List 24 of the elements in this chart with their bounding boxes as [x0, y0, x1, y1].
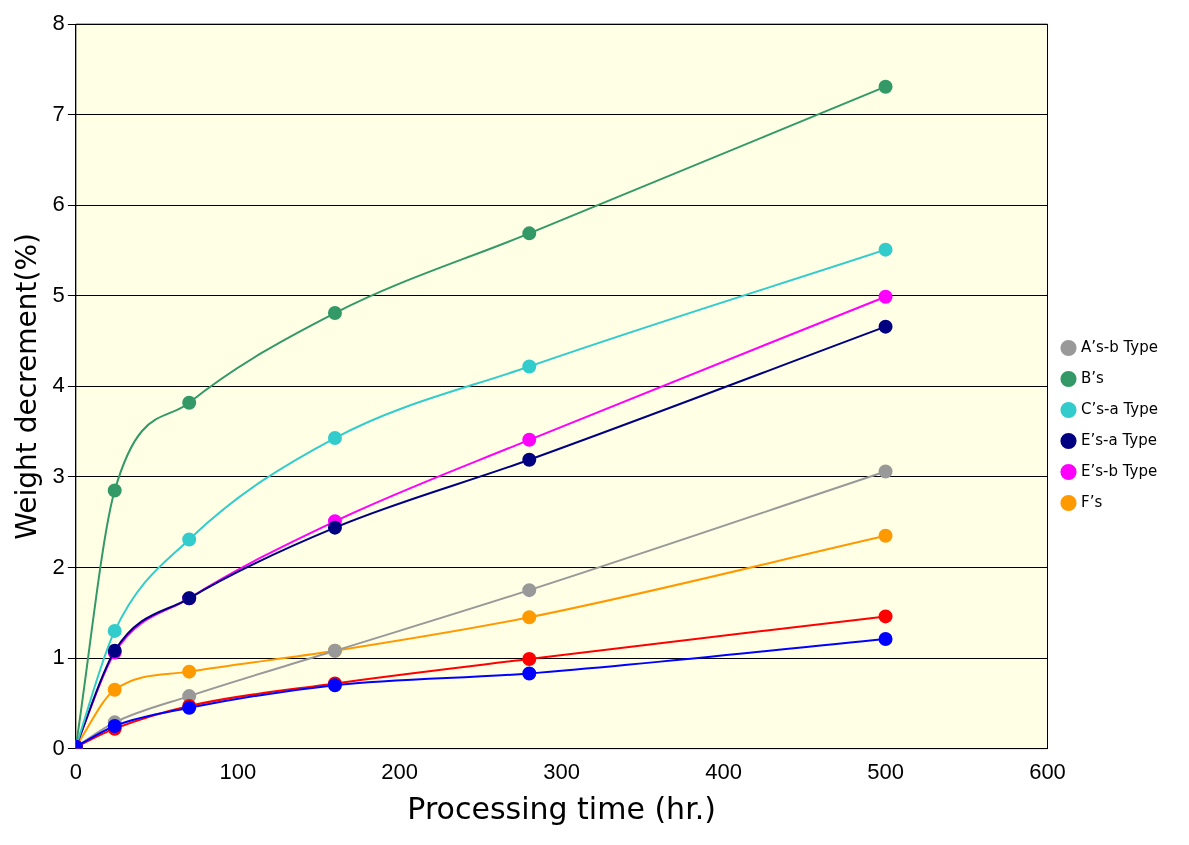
- y-tick-label: 3: [52, 463, 65, 489]
- legend-label: E’s-b Type: [1081, 461, 1158, 480]
- x-tick-label: 200: [381, 758, 419, 784]
- y-tick-label: 6: [52, 191, 65, 217]
- x-tick-label: 500: [867, 758, 904, 784]
- y-tick-label: 1: [52, 644, 65, 670]
- y-axis-title: Weight decrement(%): [10, 233, 44, 540]
- legend-label: B’s: [1081, 368, 1105, 387]
- legend-label: F’s: [1081, 492, 1103, 511]
- x-tick-label: 0: [69, 758, 82, 784]
- y-tick-label: 8: [52, 10, 65, 36]
- x-axis-title: Processing time (hr.): [407, 790, 716, 826]
- legend-label: C’s-a Type: [1081, 399, 1158, 418]
- legend-label: A’s-b Type: [1081, 337, 1158, 356]
- y-tick-label: 4: [52, 372, 65, 398]
- y-tick-label: 7: [52, 100, 65, 126]
- legend-label: E’s-a Type: [1081, 430, 1157, 449]
- y-tick-label: 5: [52, 281, 65, 307]
- y-tick-label: 2: [52, 553, 65, 579]
- y-tick-label: 0: [52, 734, 65, 760]
- x-tick-label: 100: [219, 758, 257, 784]
- x-tick-label: 600: [1029, 758, 1066, 784]
- x-tick-label: 300: [543, 758, 581, 784]
- x-tick-label: 400: [705, 758, 742, 784]
